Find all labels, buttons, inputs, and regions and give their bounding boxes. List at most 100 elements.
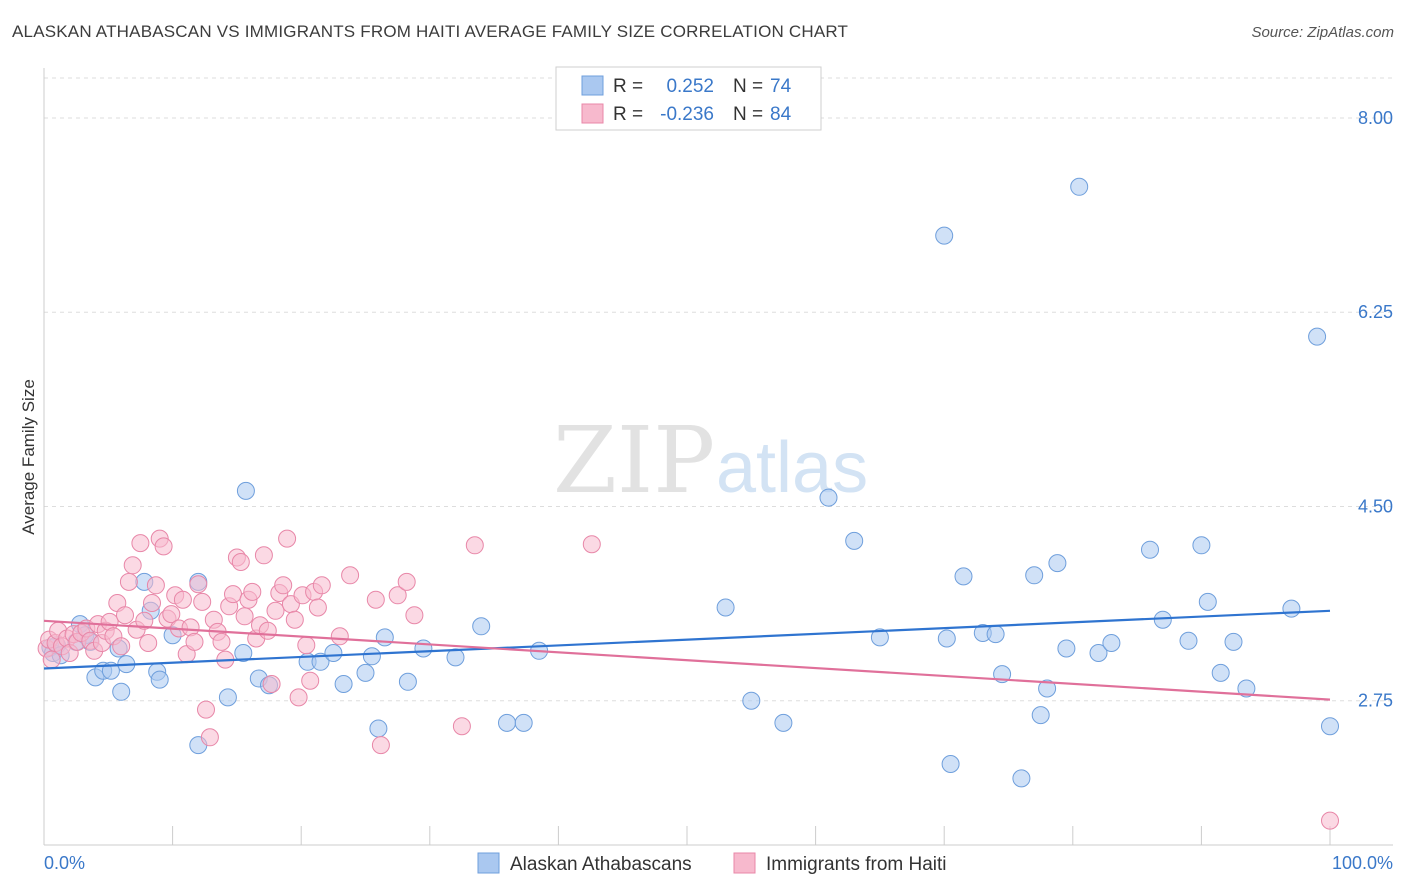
point-alaskan-athabascan — [1057, 639, 1076, 658]
point-alaskan-athabascan — [1192, 536, 1211, 555]
point-immigrant-haiti — [119, 572, 138, 591]
point-immigrant-haiti — [278, 529, 297, 548]
point-immigrant-haiti — [285, 610, 304, 629]
point-immigrant-haiti — [312, 576, 331, 595]
source-label: Source: ZipAtlas.com — [1251, 24, 1394, 41]
point-alaskan-athabascan — [311, 652, 330, 671]
point-alaskan-athabascan — [941, 755, 960, 773]
trend-lines — [43, 609, 1331, 701]
bottom-legend-swatch-pink — [733, 852, 756, 874]
point-alaskan-athabascan — [986, 625, 1005, 644]
point-alaskan-athabascan — [498, 713, 516, 732]
point-alaskan-athabascan — [1141, 540, 1159, 559]
legend-r-label-2: R = — [613, 104, 643, 125]
bottom-legend-label-blue: Alaskan Athabascans — [510, 854, 692, 875]
point-immigrant-haiti — [308, 598, 327, 617]
y-tick-label: 2.75 — [1358, 691, 1393, 711]
chart-title: ALASKAN ATHABASCAN VS IMMIGRANTS FROM HA… — [12, 22, 849, 41]
point-alaskan-athabascan — [356, 663, 375, 682]
point-immigrant-haiti — [212, 632, 231, 651]
point-immigrant-haiti — [197, 700, 215, 719]
point-immigrant-haiti — [366, 590, 385, 609]
legend-n-value-2: 84 — [770, 104, 792, 125]
point-immigrant-haiti — [297, 636, 316, 655]
point-alaskan-athabascan — [362, 647, 381, 666]
legend-n-value-1: 74 — [770, 76, 792, 97]
point-immigrant-haiti — [143, 594, 161, 612]
point-alaskan-athabascan — [954, 567, 973, 586]
point-alaskan-athabascan — [334, 675, 353, 693]
point-alaskan-athabascan — [112, 682, 131, 701]
point-immigrant-haiti — [200, 728, 219, 747]
point-alaskan-athabascan — [937, 629, 956, 648]
point-alaskan-athabascan — [1025, 566, 1044, 585]
x-tick-label-max: 100.0% — [1332, 853, 1393, 873]
point-alaskan-athabascan — [1153, 610, 1172, 629]
legend-r-value-2: -0.236 — [660, 104, 714, 125]
point-immigrant-haiti — [262, 675, 281, 693]
point-alaskan-athabascan — [446, 648, 465, 667]
point-alaskan-athabascan — [218, 688, 237, 707]
trend-line-alaskan-athabascan — [43, 609, 1331, 670]
y-axis-tick-labels: 2.75 4.50 6.25 8.00 — [1358, 108, 1393, 711]
point-alaskan-athabascan — [414, 639, 433, 658]
point-alaskan-athabascan — [150, 670, 169, 689]
point-immigrant-haiti — [224, 585, 242, 604]
legend-r-label-1: R = — [613, 76, 643, 97]
y-tick-label: 6.25 — [1358, 302, 1393, 322]
point-immigrant-haiti — [341, 566, 360, 585]
y-tick-label: 4.50 — [1358, 496, 1393, 516]
point-immigrant-haiti — [243, 582, 262, 601]
legend-swatch-blue — [581, 75, 604, 96]
x-axis-ticks — [43, 826, 1331, 845]
point-immigrant-haiti — [189, 575, 208, 594]
point-immigrant-haiti — [193, 592, 212, 611]
watermark-atlas: atlas — [716, 428, 868, 508]
point-immigrant-haiti — [231, 553, 250, 571]
point-immigrant-haiti — [235, 607, 254, 626]
point-alaskan-athabascan — [870, 628, 889, 647]
point-immigrant-haiti — [154, 537, 173, 556]
point-immigrant-haiti — [266, 601, 285, 620]
point-alaskan-athabascan — [845, 531, 864, 550]
point-alaskan-athabascan — [234, 644, 253, 662]
point-alaskan-athabascan — [514, 713, 533, 732]
bottom-legend-swatch-blue — [477, 852, 500, 874]
point-alaskan-athabascan — [935, 226, 954, 245]
point-alaskan-athabascan — [1282, 599, 1301, 618]
point-immigrant-haiti — [465, 536, 484, 555]
point-alaskan-athabascan — [472, 617, 491, 636]
data-points — [37, 177, 1339, 830]
point-immigrant-haiti — [162, 605, 181, 624]
point-immigrant-haiti — [371, 736, 390, 755]
bottom-legend-label-pink: Immigrants from Haiti — [766, 854, 947, 875]
legend-n-label-2: N = — [733, 104, 763, 125]
legend-swatch-pink — [581, 103, 604, 124]
point-alaskan-athabascan — [742, 691, 761, 710]
point-immigrant-haiti — [116, 606, 134, 625]
point-immigrant-haiti — [254, 546, 273, 565]
point-immigrant-haiti — [274, 576, 293, 595]
point-alaskan-athabascan — [1308, 327, 1327, 346]
point-alaskan-athabascan — [1089, 644, 1108, 662]
point-alaskan-athabascan — [819, 488, 838, 507]
point-alaskan-athabascan — [375, 628, 394, 647]
point-alaskan-athabascan — [369, 719, 388, 738]
y-axis-label: Average Family Size — [19, 379, 38, 535]
point-immigrant-haiti — [301, 671, 320, 690]
point-alaskan-athabascan — [324, 644, 343, 662]
point-alaskan-athabascan — [1102, 634, 1121, 652]
point-alaskan-athabascan — [1038, 679, 1057, 698]
point-immigrant-haiti — [388, 586, 407, 605]
point-immigrant-haiti — [330, 627, 349, 646]
point-alaskan-athabascan — [398, 672, 417, 691]
legend-r-value-1: 0.252 — [666, 76, 714, 97]
point-alaskan-athabascan — [716, 598, 735, 617]
trend-line-immigrant-haiti — [43, 619, 1331, 701]
legend-n-label-1: N = — [733, 76, 763, 97]
point-immigrant-haiti — [1321, 811, 1339, 830]
point-immigrant-haiti — [135, 611, 154, 630]
point-immigrant-haiti — [139, 634, 158, 652]
watermark-zip: ZIP — [553, 407, 715, 514]
